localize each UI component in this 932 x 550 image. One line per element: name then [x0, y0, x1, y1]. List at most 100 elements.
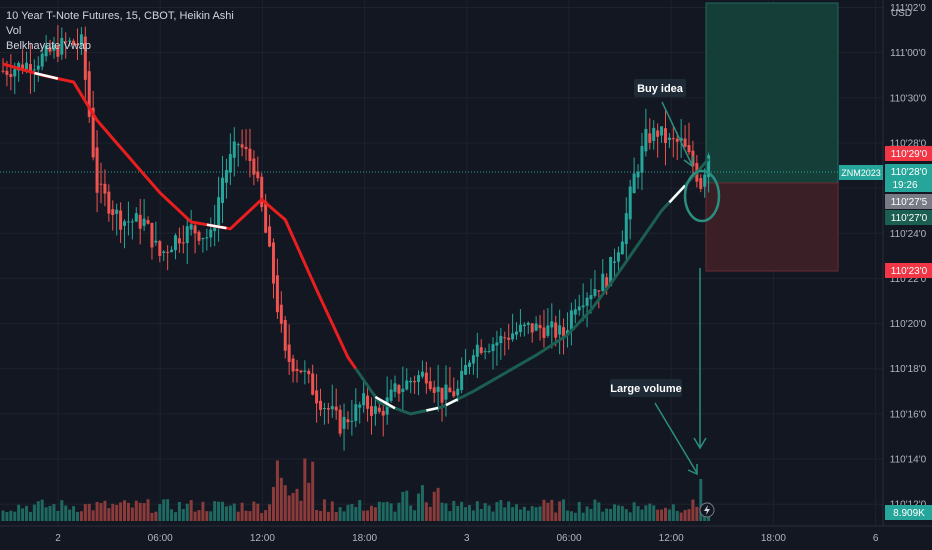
candle-body	[64, 41, 68, 43]
volume-bar	[440, 502, 444, 521]
candle-body	[268, 226, 272, 247]
candle-body	[185, 226, 189, 244]
volume-bar	[495, 502, 499, 521]
candle-body	[369, 406, 373, 416]
vwap-indicator-label[interactable]: Belkhayate Vwap	[6, 40, 91, 52]
candle-body	[397, 385, 401, 394]
candle-body	[495, 342, 499, 346]
volume-bar	[350, 504, 354, 521]
loss-zone	[705, 182, 839, 272]
candle-body	[573, 309, 577, 315]
alert-bolt-icon[interactable]	[699, 502, 715, 518]
candle-body	[624, 213, 628, 245]
time-tick-label: 2	[55, 533, 61, 544]
volume-bar	[99, 503, 103, 521]
candle-body	[36, 65, 40, 70]
candle-body	[534, 323, 538, 331]
volume-bars	[1, 458, 711, 521]
volume-bar	[5, 512, 9, 521]
volume-bar	[663, 507, 667, 521]
candle-body	[562, 327, 566, 337]
price-tick-label: 110'20'0	[890, 319, 927, 330]
volume-bar	[534, 507, 538, 521]
candle-body	[538, 324, 542, 329]
time-axis[interactable]	[0, 526, 932, 550]
volume-bar	[319, 510, 323, 521]
candle-body	[189, 224, 193, 230]
candle-body	[428, 381, 432, 389]
price-tick-label: 111'00'0	[890, 48, 926, 59]
candle-body	[554, 322, 558, 338]
volume-bar	[126, 502, 130, 521]
volume-bar	[397, 502, 401, 521]
volume-bar	[420, 485, 424, 521]
volume-bar	[287, 495, 291, 521]
symbol-title[interactable]: 10 Year T-Note Futures, 15, CBOT, Heikin…	[6, 10, 234, 22]
volume-bar	[522, 506, 526, 521]
volume-bar	[334, 512, 338, 521]
candle-body	[115, 209, 119, 214]
volume-bar	[185, 503, 189, 521]
volume-bar	[264, 510, 268, 521]
candle-body	[322, 408, 326, 410]
volume-bar	[83, 504, 87, 521]
price-tick-label: 110'18'0	[890, 364, 927, 375]
svg-text:ZNM2023: ZNM2023	[841, 168, 881, 178]
time-tick-label: 3	[464, 533, 470, 544]
buy-idea-annotation[interactable]: Buy idea	[634, 79, 721, 223]
price-tick-label: 110'14'0	[890, 455, 927, 466]
candle-body	[609, 257, 613, 287]
volume-bar	[115, 504, 119, 521]
tag-volume: 8.909K	[885, 505, 932, 520]
volume-bar	[56, 510, 60, 521]
volume-bar	[491, 511, 495, 521]
large-volume-label: Large volume	[610, 383, 682, 395]
candle-body	[687, 145, 691, 153]
candle-body	[56, 46, 60, 57]
large-volume-annotation[interactable]: Large volume	[610, 268, 707, 476]
candle-body	[193, 225, 197, 234]
volume-bar	[326, 511, 330, 521]
candle-body	[526, 322, 530, 325]
candle-body	[358, 404, 362, 408]
volume-bar	[21, 508, 25, 521]
volume-bar	[201, 501, 205, 521]
volume-bar	[95, 501, 99, 521]
candle-body	[83, 36, 87, 80]
candle-body	[683, 138, 687, 147]
volume-bar	[401, 491, 405, 521]
candle-body	[483, 351, 487, 353]
volume-bar	[48, 505, 52, 521]
candle-body	[91, 107, 95, 158]
candle-body	[652, 127, 656, 141]
candle-body	[79, 34, 83, 46]
volume-bar	[487, 505, 491, 521]
buy-idea-arrowhead	[683, 155, 694, 168]
volume-bar	[671, 504, 675, 521]
price-tick-label: 110'30'0	[890, 93, 927, 104]
candle-body	[13, 69, 17, 77]
candle-body	[401, 388, 405, 392]
candle-body	[252, 158, 256, 175]
candle-body	[585, 297, 589, 306]
volume-indicator-label[interactable]: Vol	[6, 25, 22, 37]
candle-body	[597, 290, 601, 292]
volume-bar	[60, 500, 64, 521]
volume-bar	[68, 509, 72, 521]
volume-bar	[687, 509, 691, 521]
volume-bar	[123, 500, 127, 521]
volume-bar	[679, 512, 683, 521]
volume-bar	[393, 511, 397, 521]
volume-bar	[565, 510, 569, 521]
candle-body	[291, 358, 295, 372]
candle-body	[448, 387, 452, 393]
candle-body	[628, 186, 632, 220]
vwap-white-marks	[34, 71, 686, 412]
volume-bar	[538, 506, 542, 521]
candle-body	[75, 43, 79, 46]
volume-bar	[342, 511, 346, 521]
candle-body	[393, 383, 397, 392]
volume-bar	[354, 506, 358, 521]
volume-bar	[209, 511, 213, 521]
